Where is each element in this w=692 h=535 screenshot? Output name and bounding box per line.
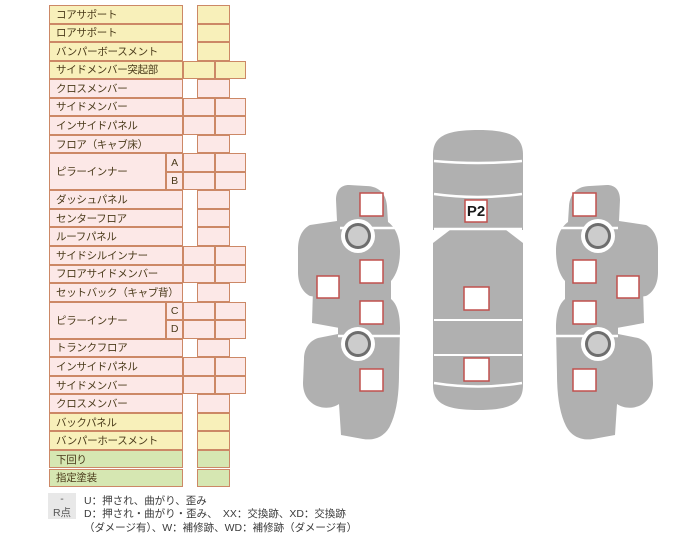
svg-text:P2: P2 xyxy=(467,203,485,220)
